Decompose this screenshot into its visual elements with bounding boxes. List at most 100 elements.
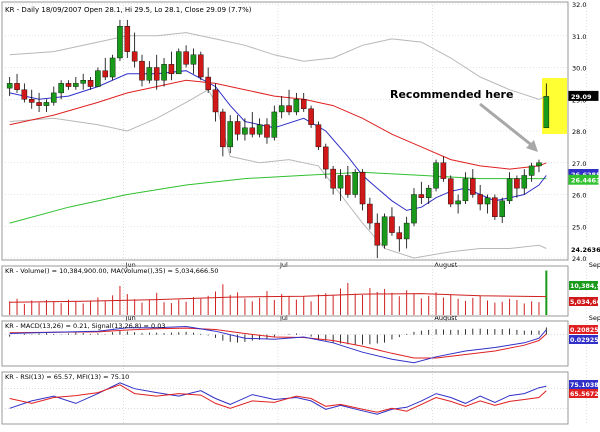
candle-body: [36, 102, 42, 106]
price-y-tick-label: 24.0: [572, 255, 586, 263]
volume-panel: KR - Volume() = 10,384,900.00, MA(Volume…: [1, 265, 600, 317]
macd-frame: [1, 320, 569, 367]
candle-body: [161, 64, 167, 81]
month-label: August: [434, 314, 457, 322]
volume-tags: 10,384,9 5,034,66: [569, 281, 600, 306]
candle-body: [227, 121, 233, 148]
candle-body: [220, 111, 226, 148]
candle-body: [21, 89, 28, 100]
candle-body: [51, 92, 57, 103]
volume-frame: [1, 265, 569, 317]
candle-body: [536, 162, 542, 167]
candle-body: [124, 26, 131, 52]
candle-body: [212, 89, 219, 113]
candle-body: [95, 70, 101, 87]
candle-body: [345, 175, 351, 195]
candle-body: [14, 83, 20, 90]
volume-ma-tag-label: 5,034,66: [570, 299, 600, 306]
candle-body: [278, 105, 285, 113]
candle-body: [87, 79, 94, 87]
candle-body: [293, 99, 300, 113]
candle-body: [403, 222, 410, 240]
macd-tag-bg: [569, 325, 598, 334]
candle-body: [109, 57, 116, 78]
candle-body: [447, 178, 454, 205]
candle-body: [337, 175, 344, 189]
price-y-tick-label: 31.0: [572, 33, 586, 41]
price-y-tick-label: 30.0: [572, 65, 586, 73]
candle-body: [440, 162, 447, 179]
macd-panel: KR - MACD(13,26) = 0.21, Signal(13,26,8)…: [1, 320, 600, 367]
macd-lines: [9, 325, 547, 364]
candle-body: [183, 51, 189, 65]
candle-body: [374, 222, 381, 246]
candle-body: [175, 51, 182, 75]
recommended-annotation: Recommended here: [390, 88, 513, 101]
rsi-tags: 75.1038 65.5672: [569, 380, 599, 398]
candle-body: [168, 64, 175, 75]
signal-tag-bg: [569, 335, 598, 344]
rsi-panel-title: KR - RSI(13) = 65.57, MFI(13) = 75.10: [5, 373, 129, 381]
candle-body: [190, 54, 197, 65]
price-y-labels: 24.025.026.027.028.029.030.031.032.0: [572, 1, 586, 263]
macd-tags: 0.208257 0.029257: [569, 325, 600, 344]
candle-body: [146, 67, 153, 81]
month-label: Jul: [279, 314, 288, 322]
candle-body: [433, 162, 439, 189]
month-label: September: [589, 314, 600, 322]
volume-tag-bg: [569, 281, 598, 290]
month-label: Jun: [125, 314, 136, 322]
candle-body: [271, 111, 278, 138]
candle-body: [242, 127, 248, 135]
month-label: Jun: [125, 261, 136, 269]
candle-body: [470, 178, 476, 195]
candle-body: [506, 178, 513, 202]
candle-body: [153, 67, 160, 81]
candle-body: [477, 194, 483, 205]
candle-body: [492, 197, 498, 217]
price-tag-label: 24.2636: [571, 246, 600, 254]
macd-panel-title: KR - MACD(13,26) = 0.21, Signal(13,26,8)…: [5, 322, 166, 330]
volume-bars: [9, 270, 548, 315]
candlesticks: [6, 19, 550, 258]
candle-body: [543, 96, 550, 129]
rsi-tag-bg: [569, 389, 598, 398]
candle-body: [411, 194, 417, 224]
volume-ma: [9, 293, 547, 303]
macd-tag-label: 0.208257: [570, 327, 600, 334]
month-label: August: [434, 261, 457, 269]
candle-body: [367, 203, 373, 224]
candle-body: [330, 168, 336, 189]
signal-tag-label: 0.029257: [570, 337, 600, 344]
candle-body: [514, 178, 520, 189]
candle-body: [381, 216, 388, 246]
candle-body: [28, 99, 35, 103]
price-y-tick-label: 25.0: [572, 223, 586, 231]
volume-ma-line: [9, 293, 547, 303]
rsi-grid: [2, 388, 568, 409]
price-y-tick-label: 26.0: [572, 192, 586, 200]
candle-body: [521, 175, 528, 189]
rsi-frame: [1, 371, 569, 425]
month-label: Jul: [279, 261, 288, 269]
mfi-tag-bg: [569, 380, 598, 389]
mfi-tag-label: 75.1038: [570, 382, 599, 389]
bollinger-lower-line: [9, 89, 547, 259]
candle-body: [256, 124, 263, 135]
price-tag-bg: [568, 244, 599, 255]
candle-body: [528, 165, 535, 176]
price-tag-label: 26.4463: [571, 177, 600, 185]
candle-body: [80, 79, 86, 84]
candle-body: [300, 99, 307, 109]
candle-body: [205, 76, 211, 90]
candle-body: [323, 146, 329, 170]
price-tag-bg: [568, 174, 599, 185]
annotation-arrow: [479, 102, 538, 152]
candle-body: [102, 70, 109, 78]
candle-body: [6, 83, 13, 89]
candle-body: [389, 216, 395, 233]
candle-body: [65, 83, 72, 87]
